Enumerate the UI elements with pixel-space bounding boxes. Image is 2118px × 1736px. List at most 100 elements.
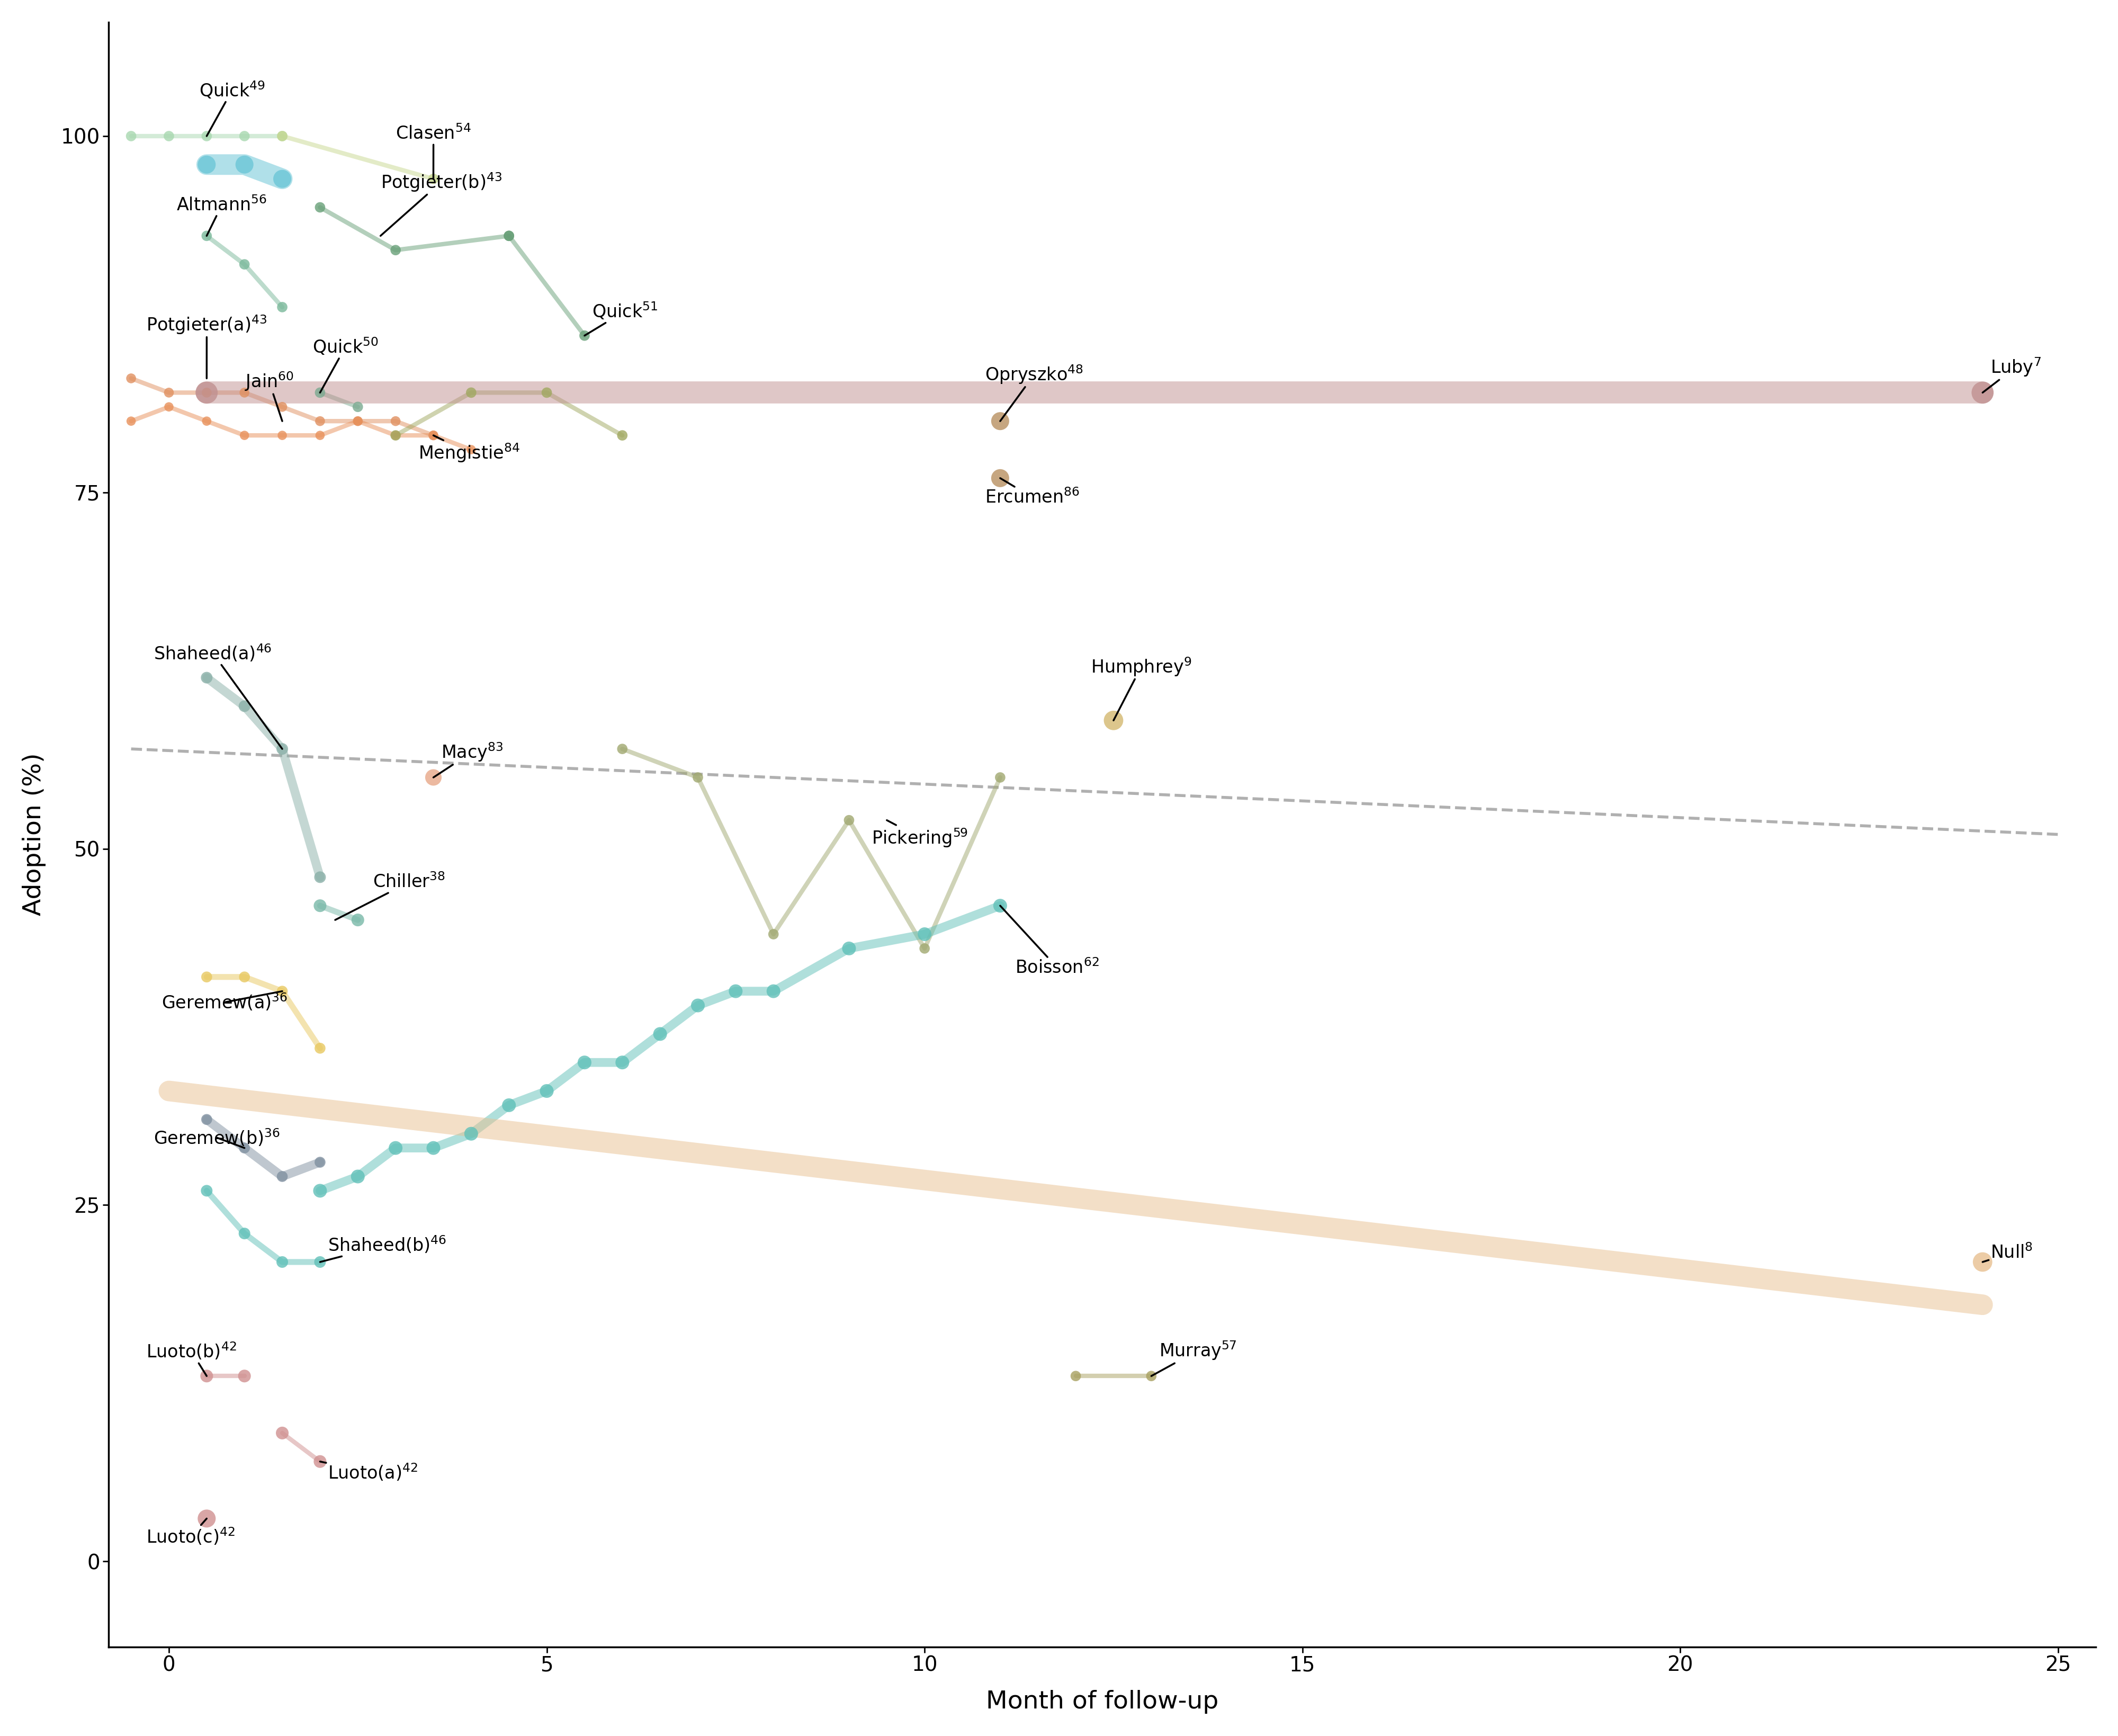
Text: Luoto(c)$^{42}$: Luoto(c)$^{42}$ [146, 1519, 235, 1547]
Point [265, 165, 299, 193]
Point [909, 920, 943, 948]
Point [379, 236, 413, 264]
Point [191, 378, 225, 406]
Point [379, 422, 413, 450]
Text: Null$^{8}$: Null$^{8}$ [1982, 1243, 2033, 1262]
Point [191, 1363, 225, 1391]
Point [191, 663, 225, 691]
Point [568, 1049, 602, 1076]
Text: Clasen$^{54}$: Clasen$^{54}$ [396, 125, 472, 179]
Text: Jain$^{60}$: Jain$^{60}$ [244, 370, 294, 422]
Point [265, 1163, 299, 1191]
Point [682, 991, 716, 1019]
Point [227, 693, 261, 720]
Text: Pickering$^{59}$: Pickering$^{59}$ [873, 819, 968, 849]
Point [265, 1248, 299, 1276]
Point [152, 392, 186, 420]
Text: Geremew(b)$^{36}$: Geremew(b)$^{36}$ [155, 1127, 280, 1147]
Point [379, 1134, 413, 1161]
Text: Ercumen$^{86}$: Ercumen$^{86}$ [985, 477, 1080, 507]
Point [341, 408, 375, 436]
Point [1135, 1363, 1169, 1391]
Point [1059, 1363, 1093, 1391]
Text: Shaheed(a)$^{46}$: Shaheed(a)$^{46}$ [155, 642, 282, 748]
Point [227, 1134, 261, 1161]
Point [265, 122, 299, 149]
Point [417, 422, 451, 450]
Text: Geremew(a)$^{36}$: Geremew(a)$^{36}$ [161, 991, 288, 1012]
Point [341, 906, 375, 934]
Point [265, 977, 299, 1005]
Point [303, 408, 337, 436]
Point [644, 1021, 678, 1049]
Point [303, 1177, 337, 1205]
Text: Quick$^{50}$: Quick$^{50}$ [313, 337, 379, 392]
Point [191, 1505, 225, 1533]
Text: Luoto(a)$^{42}$: Luoto(a)$^{42}$ [320, 1462, 417, 1483]
Point [491, 222, 525, 250]
Point [756, 977, 790, 1005]
Point [265, 392, 299, 420]
Y-axis label: Adoption (%): Adoption (%) [21, 753, 47, 917]
Point [114, 122, 148, 149]
Point [152, 378, 186, 406]
Point [303, 193, 337, 220]
Point [341, 392, 375, 420]
Point [227, 963, 261, 991]
Point [191, 963, 225, 991]
Text: Potgieter(a)$^{43}$: Potgieter(a)$^{43}$ [146, 314, 267, 378]
Point [191, 408, 225, 436]
Text: Humphrey$^{9}$: Humphrey$^{9}$ [1091, 656, 1192, 720]
Point [191, 378, 225, 406]
Text: Boisson$^{62}$: Boisson$^{62}$ [1000, 906, 1099, 977]
Text: Altmann$^{56}$: Altmann$^{56}$ [176, 196, 267, 236]
Point [1966, 1248, 1999, 1276]
Point [1097, 707, 1131, 734]
Point [491, 1092, 525, 1120]
Point [606, 422, 640, 450]
Point [530, 378, 563, 406]
Point [909, 934, 943, 962]
Point [303, 1147, 337, 1175]
Point [227, 151, 261, 179]
Point [227, 378, 261, 406]
Point [265, 422, 299, 450]
Point [191, 1177, 225, 1205]
Text: Quick$^{49}$: Quick$^{49}$ [199, 80, 265, 135]
Point [417, 422, 451, 450]
Point [983, 892, 1017, 920]
X-axis label: Month of follow-up: Month of follow-up [985, 1691, 1218, 1713]
Point [303, 892, 337, 920]
Text: Luoto(b)$^{42}$: Luoto(b)$^{42}$ [146, 1342, 237, 1377]
Point [379, 408, 413, 436]
Text: Opryszko$^{48}$: Opryszko$^{48}$ [985, 363, 1084, 422]
Point [491, 222, 525, 250]
Point [303, 1035, 337, 1062]
Point [1966, 378, 1999, 406]
Point [682, 764, 716, 792]
Point [832, 934, 866, 962]
Point [265, 734, 299, 762]
Point [265, 1418, 299, 1446]
Text: Quick$^{51}$: Quick$^{51}$ [585, 300, 659, 335]
Point [453, 436, 487, 464]
Point [417, 764, 451, 792]
Text: Macy$^{83}$: Macy$^{83}$ [434, 741, 504, 778]
Point [983, 408, 1017, 436]
Point [191, 122, 225, 149]
Point [530, 1076, 563, 1104]
Point [191, 151, 225, 179]
Point [227, 1220, 261, 1248]
Point [303, 422, 337, 450]
Point [227, 422, 261, 450]
Point [379, 422, 413, 450]
Point [303, 378, 337, 406]
Point [983, 764, 1017, 792]
Point [152, 122, 186, 149]
Point [227, 122, 261, 149]
Text: Potgieter(b)$^{43}$: Potgieter(b)$^{43}$ [381, 170, 502, 236]
Point [453, 1120, 487, 1147]
Text: Chiller$^{38}$: Chiller$^{38}$ [335, 873, 445, 920]
Point [417, 1134, 451, 1161]
Text: Mengistie$^{84}$: Mengistie$^{84}$ [417, 436, 519, 464]
